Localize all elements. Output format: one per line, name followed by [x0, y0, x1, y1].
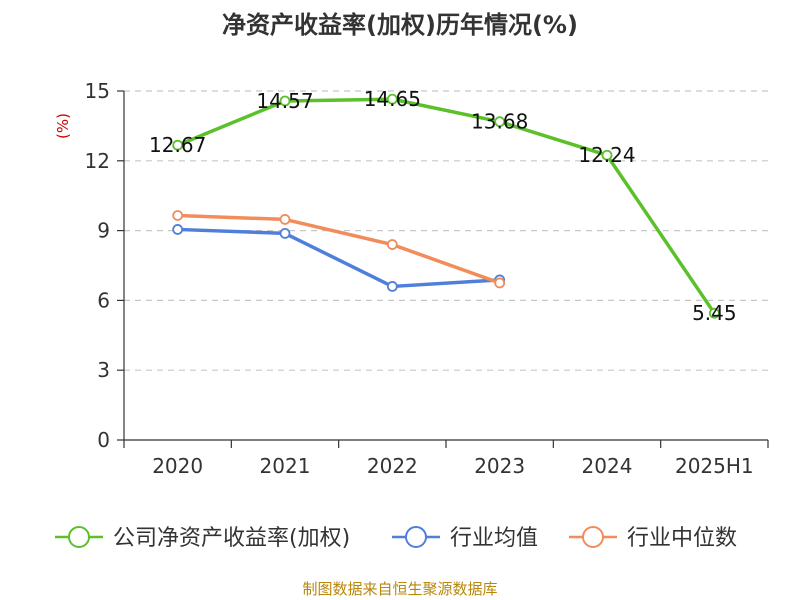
data-point	[494, 116, 506, 128]
data-label: 14.57	[256, 89, 313, 113]
data-point	[172, 139, 184, 151]
legend-marker	[405, 526, 427, 548]
y-tick-label: 15	[85, 79, 110, 103]
legend: 公司净资产收益率(加权) 行业均值 行业中位数	[55, 526, 737, 551]
series-lines	[172, 93, 720, 319]
legend-marker	[68, 526, 90, 548]
x-tick-label: 2025H1	[675, 454, 754, 478]
data-point	[708, 307, 720, 319]
series-line	[177, 227, 500, 289]
source-note: 制图数据来自恒生聚源数据库	[302, 580, 497, 598]
legend-label: 行业中位数	[627, 526, 737, 551]
data-point	[172, 210, 184, 221]
data-point	[279, 95, 291, 107]
data-label: 14.65	[364, 87, 421, 111]
series-line	[177, 213, 501, 285]
data-labels: 12.67 14.57 14.65 13.68 12.24 5.45	[149, 87, 737, 325]
x-tick-label: 2022	[367, 454, 418, 478]
data-point	[172, 224, 184, 235]
y-axis-unit-label: (%)	[54, 113, 72, 139]
data-point	[279, 227, 291, 239]
data-point	[601, 149, 613, 161]
legend-label: 行业均值	[450, 526, 538, 551]
y-tick-label: 6	[97, 288, 110, 312]
y-tick-label: 0	[97, 428, 110, 452]
data-label: 13.68	[471, 110, 528, 134]
data-point	[386, 93, 398, 105]
chart-title: 净资产收益率(加权)历年情况(%)	[222, 11, 578, 39]
data-label: 12.24	[578, 143, 635, 167]
y-tick-label: 3	[97, 358, 110, 382]
legend-marker	[582, 526, 604, 548]
data-point	[386, 281, 398, 292]
data-label: 5.45	[692, 301, 737, 325]
series-line	[177, 97, 716, 315]
x-tick-label: 2021	[260, 454, 311, 478]
axes: 0 3 6 9 12 15 2020 2021 2022 2023 2024 2025H1	[85, 79, 769, 478]
x-tick-label: 2023	[474, 454, 525, 478]
data-label: 12.67	[149, 133, 206, 157]
y-tick-label: 12	[85, 149, 110, 173]
legend-label: 公司净资产收益率(加权)	[113, 526, 350, 551]
data-point	[494, 277, 506, 289]
x-tick-label: 2024	[582, 454, 633, 478]
x-tick-label: 2020	[152, 454, 203, 478]
data-point	[386, 239, 398, 250]
data-point	[279, 214, 291, 225]
grid-lines	[124, 90, 768, 371]
y-tick-label: 9	[97, 219, 110, 243]
